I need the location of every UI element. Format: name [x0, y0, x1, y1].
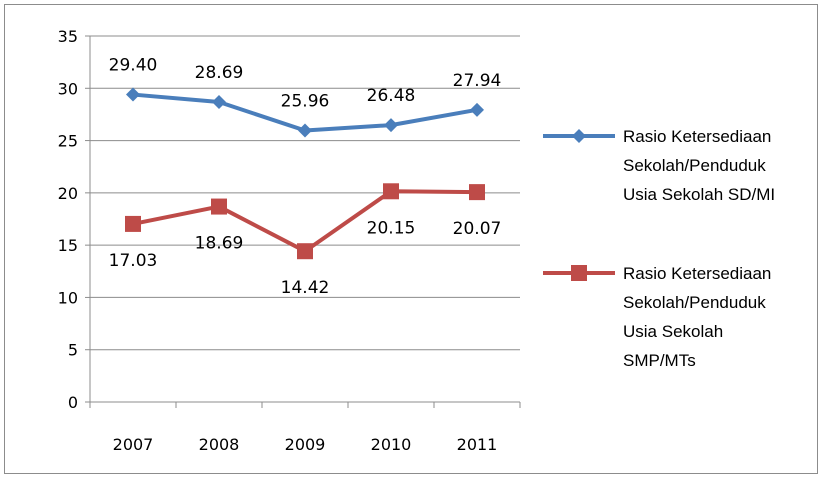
legend-label-line: Rasio Ketersediaan [623, 127, 771, 146]
data-label: 20.15 [367, 218, 416, 238]
series-group: 29.40 28.69 25.96 26.48 27.94 17.03 18.69 14.42… [109, 56, 502, 299]
data-label: 14.42 [281, 278, 330, 298]
data-point [383, 183, 399, 200]
y-tick-label: 0 [68, 393, 78, 412]
y-tick-label: 10 [58, 288, 78, 307]
legend-entry-2: Rasio Ketersediaan Sekolah/Penduduk Usia S… [543, 264, 771, 370]
data-point [126, 87, 140, 102]
data-label: 29.40 [109, 56, 158, 76]
data-label: 17.03 [109, 251, 158, 271]
data-label: 25.96 [281, 92, 330, 112]
legend-label-line: Sekolah/Penduduk [623, 293, 766, 312]
y-tick-label: 25 [58, 132, 78, 151]
legend-label-line: Usia Sekolah SD/MI [623, 185, 775, 204]
data-label: 18.69 [195, 234, 244, 254]
legend-entry-1: Rasio Ketersediaan Sekolah/Penduduk Usia S… [543, 127, 775, 204]
series-1: 29.40 28.69 25.96 26.48 27.94 [109, 56, 502, 138]
data-point [297, 243, 313, 260]
y-tick-label: 30 [58, 79, 78, 98]
x-tick-label: 2008 [199, 435, 240, 454]
legend-label: Rasio Ketersediaan Sekolah/Penduduk Usia S… [623, 127, 775, 204]
data-point [212, 94, 226, 109]
legend-label-line: Rasio Ketersediaan [623, 264, 771, 283]
legend-marker [571, 265, 587, 281]
legend-label-line: Sekolah/Penduduk [623, 156, 766, 175]
data-point [384, 118, 398, 133]
series-2: 17.03 18.69 14.42 20.15 20.07 [109, 183, 502, 298]
y-tick-label: 35 [58, 27, 78, 46]
axes [85, 35, 521, 408]
data-label: 28.69 [195, 63, 244, 83]
y-tick-label: 20 [58, 184, 78, 203]
legend-marker [572, 129, 586, 143]
line-chart: 0 5 10 15 20 25 30 35 2007 2008 2009 2010 2011 29.4… [58, 27, 775, 454]
data-point [470, 102, 484, 117]
data-label: 27.94 [453, 71, 502, 91]
legend: Rasio Ketersediaan Sekolah/Penduduk Usia S… [543, 127, 775, 370]
legend-label: Rasio Ketersediaan Sekolah/Penduduk Usia S… [623, 264, 771, 370]
y-tick-label: 15 [58, 236, 78, 255]
data-point [211, 198, 227, 215]
data-point [469, 184, 485, 201]
y-axis-ticks: 0 5 10 15 20 25 30 35 [58, 27, 78, 412]
x-tick-label: 2009 [285, 435, 326, 454]
x-axis-ticks: 2007 2008 2009 2010 2011 [113, 435, 498, 454]
legend-label-line: Usia Sekolah [623, 322, 723, 341]
y-tick-label: 5 [68, 341, 78, 360]
x-tick-label: 2011 [457, 435, 498, 454]
x-tick-label: 2007 [113, 435, 154, 454]
data-label: 26.48 [367, 86, 416, 106]
data-point [298, 123, 312, 138]
data-label: 20.07 [453, 219, 502, 239]
data-point [125, 215, 141, 232]
x-tick-label: 2010 [371, 435, 412, 454]
series-line [132, 189, 478, 254]
legend-label-line: SMP/MTs [623, 351, 696, 370]
chart-frame: 0 5 10 15 20 25 30 35 2007 2008 2009 2010 2011 29.4… [4, 4, 818, 474]
